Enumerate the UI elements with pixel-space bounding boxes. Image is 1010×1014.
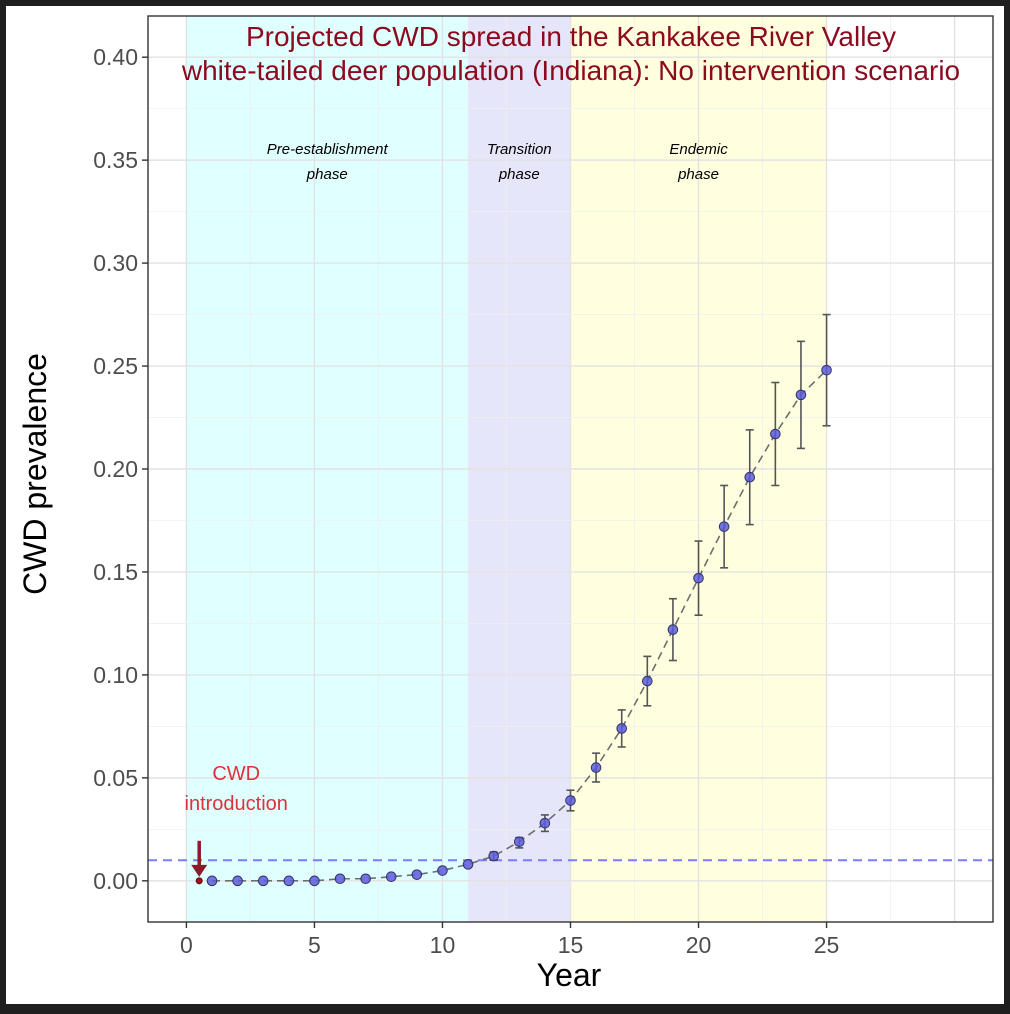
data-point [437, 865, 448, 876]
data-point [821, 364, 832, 376]
y-axis-title: CWD prevalence [17, 353, 53, 595]
phase-label-line: Endemic [669, 141, 728, 158]
data-point [770, 428, 781, 440]
data-point [206, 875, 218, 887]
grid-lines [148, 16, 993, 922]
x-axis-title: Year [537, 957, 602, 993]
x-tick-label: 25 [814, 932, 840, 958]
y-tick-label: 0.25 [93, 353, 138, 379]
data-point [411, 869, 423, 880]
x-tick-label: 10 [430, 932, 456, 958]
data-point [513, 836, 525, 847]
y-tick-label: 0.30 [93, 250, 138, 276]
y-tick-label: 0.00 [93, 868, 138, 894]
phase-label-line: phase [498, 166, 540, 183]
phase-label-line: phase [306, 166, 348, 183]
x-tick-label: 0 [180, 932, 193, 958]
data-point [232, 875, 243, 887]
data-point [283, 875, 295, 887]
x-tick-label: 15 [558, 932, 584, 958]
data-point [257, 875, 269, 887]
y-tick-label: 0.40 [93, 44, 138, 70]
phase-label-line: phase [677, 166, 719, 183]
chart-figure: CWD introduction Pre-establishment phase Tra… [6, 6, 1004, 1004]
data-point [334, 873, 346, 885]
cwd-prevalence-chart: CWD introduction Pre-establishment phase Tra… [17, 15, 994, 993]
introduction-point [195, 877, 203, 885]
data-point [462, 859, 474, 870]
data-point [539, 817, 551, 829]
chart-title-line: Projected CWD spread in the Kankakee Riv… [246, 21, 896, 52]
data-point [616, 723, 628, 734]
data-point [488, 850, 499, 862]
data-point [795, 389, 807, 401]
data-point [693, 572, 704, 584]
phase-label-line: Transition [487, 141, 552, 158]
introduction-label-line: introduction [185, 793, 288, 815]
y-tick-label: 0.05 [93, 765, 138, 791]
chart-title-line: white-tailed deer population (Indiana): … [181, 55, 960, 86]
introduction-arrow [191, 840, 208, 877]
data-point [565, 795, 576, 806]
data-point [667, 624, 679, 635]
phase-label-line: Pre-establishment [267, 141, 389, 158]
data-point [590, 762, 602, 773]
introduction-arrow-head [191, 864, 208, 877]
x-tick-label: 20 [686, 932, 712, 958]
y-tick-label: 0.35 [93, 147, 138, 173]
data-point [642, 675, 653, 687]
data-point [744, 471, 756, 483]
data-point [309, 875, 320, 887]
y-tick-label: 0.10 [93, 662, 138, 688]
data-point [360, 873, 371, 885]
introduction-label-line: CWD [212, 763, 260, 785]
data-point [718, 521, 730, 532]
y-tick-label: 0.15 [93, 559, 138, 585]
x-tick-label: 5 [308, 932, 321, 958]
y-tick-label: 0.20 [93, 456, 138, 482]
data-point [385, 871, 397, 883]
